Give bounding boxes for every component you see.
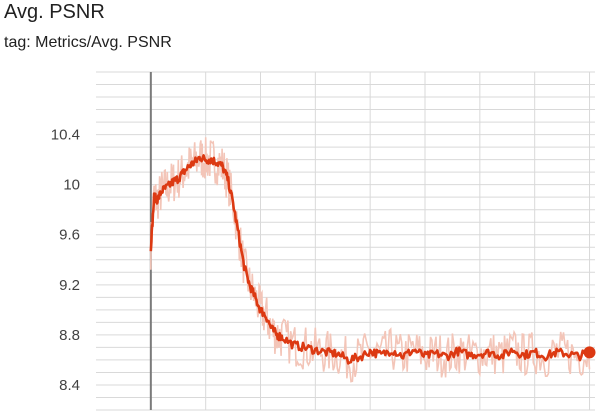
series-end-marker[interactable] [583, 346, 596, 359]
y-tick-label: 9.2 [59, 277, 80, 294]
series-raw-line [150, 137, 591, 383]
y-tick-label: 10.4 [51, 127, 80, 144]
grid [96, 71, 595, 411]
chart-title: Avg. PSNR [4, 1, 105, 23]
chart-tag: tag: Metrics/Avg. PSNR [4, 34, 172, 51]
y-tick-label: 8.4 [59, 377, 80, 394]
y-tick-label: 8.8 [59, 327, 80, 344]
y-axis-ticks: 8.4 8.8 9.2 9.6 10 10.4 [51, 127, 80, 394]
y-tick-label: 10 [63, 177, 80, 194]
series-smoothed-line [149, 154, 591, 365]
y-tick-label: 9.6 [59, 227, 80, 244]
raw-series-layer [150, 137, 591, 383]
smoothed-series-layer [149, 154, 596, 365]
